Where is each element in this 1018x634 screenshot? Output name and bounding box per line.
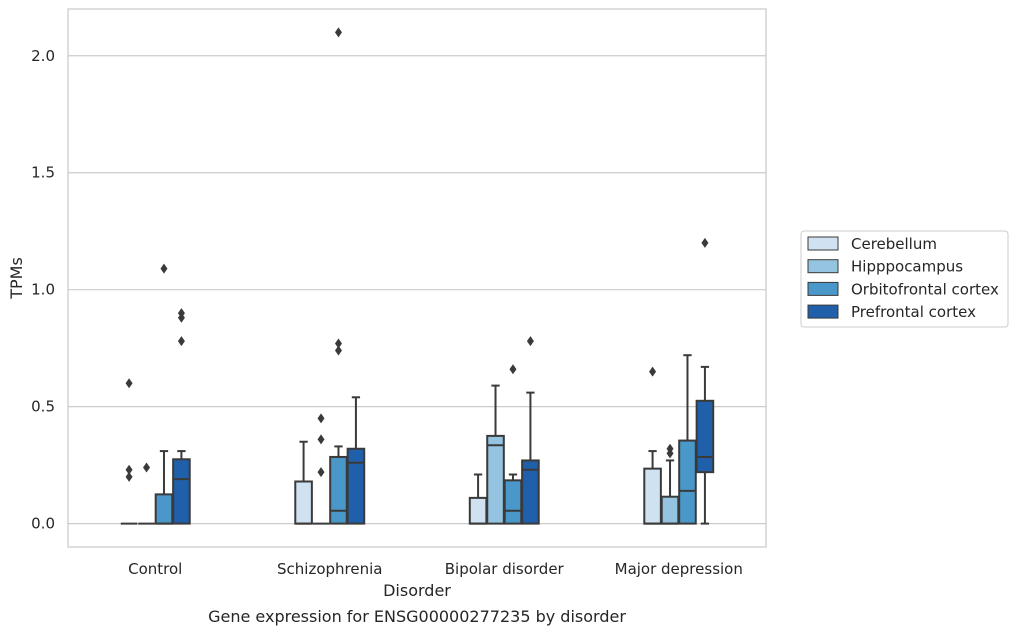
outlier-point xyxy=(177,312,185,323)
box-prefrontal-cortex xyxy=(521,336,540,525)
box-series xyxy=(120,27,715,525)
box-body xyxy=(154,493,174,525)
y-tick-labels: 0.0 0.5 1.0 1.5 2.0 xyxy=(31,47,55,533)
outlier-point xyxy=(317,467,325,478)
box-body xyxy=(660,495,680,525)
y-tick-label: 1.5 xyxy=(31,164,55,182)
legend-swatch xyxy=(807,236,839,251)
box-body xyxy=(678,439,697,525)
box-body xyxy=(468,496,488,525)
box-prefrontal-cortex xyxy=(172,308,191,525)
box-body xyxy=(643,467,662,525)
y-axis-title: TPMs xyxy=(7,257,26,300)
x-tick-label: Schizophrenia xyxy=(277,560,382,578)
outlier-point xyxy=(334,345,342,356)
y-tick-label: 0.0 xyxy=(31,515,55,533)
outlier-point xyxy=(125,471,133,482)
outlier-point xyxy=(666,448,674,459)
outlier-point xyxy=(317,434,325,445)
box-prefrontal-cortex xyxy=(346,396,366,525)
box-body xyxy=(294,480,313,525)
x-axis-title: Disorder xyxy=(383,581,451,600)
outlier-point xyxy=(317,413,325,424)
outlier-point xyxy=(334,27,342,38)
legend-label: Prefrontal cortex xyxy=(851,303,976,321)
x-tick-label: Major depression xyxy=(615,560,743,578)
box-cerebellum xyxy=(120,378,138,525)
legend: Cerebellum Hipppocampus Orbitofrontal cort… xyxy=(800,230,1009,328)
box-body xyxy=(695,399,715,474)
box-hipppocampus xyxy=(312,413,330,525)
legend-swatch xyxy=(807,281,839,296)
box-orbitofrontal-cortex xyxy=(678,354,697,525)
box-body xyxy=(521,459,540,525)
legend-label: Orbitofrontal cortex xyxy=(851,280,999,298)
y-tick-label: 0.5 xyxy=(31,398,55,416)
x-tick-label: Bipolar disorder xyxy=(445,560,565,578)
legend-swatch xyxy=(807,259,839,274)
outlier-point xyxy=(143,462,151,473)
box-orbitofrontal-cortex xyxy=(329,27,348,525)
outlier-point xyxy=(125,378,133,389)
box-body xyxy=(346,447,366,525)
outlier-point xyxy=(334,338,342,349)
legend-swatch xyxy=(807,304,839,319)
legend-label: Hipppocampus xyxy=(851,258,963,276)
box-prefrontal-cortex xyxy=(695,237,715,525)
y-tick-label: 2.0 xyxy=(31,47,55,65)
legend-label: Cerebellum xyxy=(851,235,937,253)
outlier-point xyxy=(177,336,185,347)
box-hipppocampus xyxy=(660,443,680,525)
x-tick-labels: Control Schizophrenia Bipolar disorder Majo… xyxy=(128,560,743,578)
figure-caption: Gene expression for ENSG00000277235 by d… xyxy=(208,607,626,626)
plot-background xyxy=(68,9,766,547)
box-cerebellum xyxy=(294,440,313,525)
x-tick-label: Control xyxy=(128,560,182,578)
box-body xyxy=(329,455,348,525)
box-body xyxy=(486,434,505,525)
outlier-point xyxy=(160,263,168,274)
plot-frame xyxy=(67,8,767,548)
outlier-point xyxy=(125,464,133,475)
outlier-point xyxy=(526,336,534,347)
legend-frame xyxy=(800,230,1009,328)
box-orbitofrontal-cortex xyxy=(503,364,523,525)
outlier-point xyxy=(649,366,657,377)
outlier-point xyxy=(701,237,709,248)
outlier-point xyxy=(509,364,517,375)
box-body xyxy=(172,458,191,525)
box-body xyxy=(503,479,523,525)
box-hipppocampus xyxy=(138,462,155,525)
y-tick-label: 1.0 xyxy=(31,281,55,299)
